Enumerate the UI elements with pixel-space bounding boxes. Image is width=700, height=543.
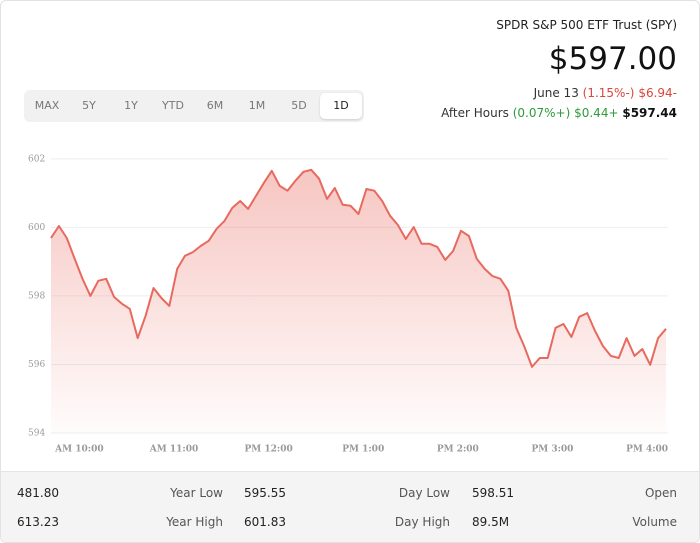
price-line [50, 168, 667, 368]
change-pct: (1.15%-) [582, 86, 635, 100]
range-button[interactable]: 5Y [82, 99, 96, 112]
stat-label: Year Low [170, 486, 223, 500]
x-tick-label: PM 4:00 [626, 445, 668, 455]
range-button[interactable]: YTD [162, 99, 184, 112]
stat-label: Day Low [398, 486, 450, 500]
range-button[interactable]: 1D [320, 93, 362, 119]
change: $6.94- [638, 86, 677, 100]
stat-label: Day High [394, 515, 450, 529]
after-hours-pct: (0.07%+) [512, 106, 571, 120]
range-button[interactable]: 1Y [124, 99, 138, 112]
after-hours-label: After Hours [441, 106, 509, 120]
stat-value: 601.83 [244, 515, 286, 529]
stat-value: 595.55 [244, 486, 286, 500]
y-tick-label: 602 [28, 154, 45, 164]
x-tick-label: PM 12:00 [244, 445, 292, 455]
change-line: June 13 (1.15%-) $6.94- [534, 86, 677, 100]
y-tick-label: 594 [28, 429, 45, 439]
stat-label: Volume [632, 515, 677, 529]
after-hours-line: After Hours (0.07%+) $0.44+ $597.44 [441, 106, 677, 120]
after-hours-price: $597.44 [622, 106, 677, 120]
x-tick-label: PM 3:00 [531, 445, 573, 455]
stat-value: 481.80 [17, 486, 59, 500]
range-button[interactable]: 6M [206, 99, 224, 112]
x-tick-label: AM 10:00 [54, 445, 103, 455]
range-button[interactable]: 1M [248, 99, 266, 112]
stats-panel: 481.80 Year Low 595.55 Day Low 598.51 Open 613… [1, 471, 699, 542]
y-tick-label: 598 [28, 291, 45, 301]
stat-value: 89.5M [472, 515, 510, 529]
stat-value: 598.51 [472, 486, 514, 500]
y-tick-label: 596 [28, 360, 45, 370]
stat-value: 613.23 [17, 515, 59, 529]
date: June 13 [533, 86, 579, 100]
price: $597.00 [548, 41, 677, 77]
range-button[interactable]: MAX [34, 99, 60, 112]
area-fill [51, 169, 666, 434]
range-button[interactable]: 5D [291, 99, 307, 112]
fund-name: SPDR S&P 500 ETF Trust (SPY) [496, 18, 677, 32]
stat-label: Open [644, 486, 677, 500]
range-selector: MAX 5Y 1Y YTD 6M 1M 5D 1D [24, 90, 364, 122]
x-tick-label: PM 1:00 [342, 445, 384, 455]
y-tick-label: 600 [28, 223, 45, 233]
after-hours-change: $0.44+ [574, 106, 619, 120]
x-tick-label: AM 11:00 [149, 445, 198, 455]
stat-label: Year High [166, 515, 223, 529]
chart: 594 596 598 600 602 AM 10:00 AM 11:00 PM 12:00 P… [28, 154, 668, 455]
x-tick-label: PM 2:00 [437, 445, 479, 455]
